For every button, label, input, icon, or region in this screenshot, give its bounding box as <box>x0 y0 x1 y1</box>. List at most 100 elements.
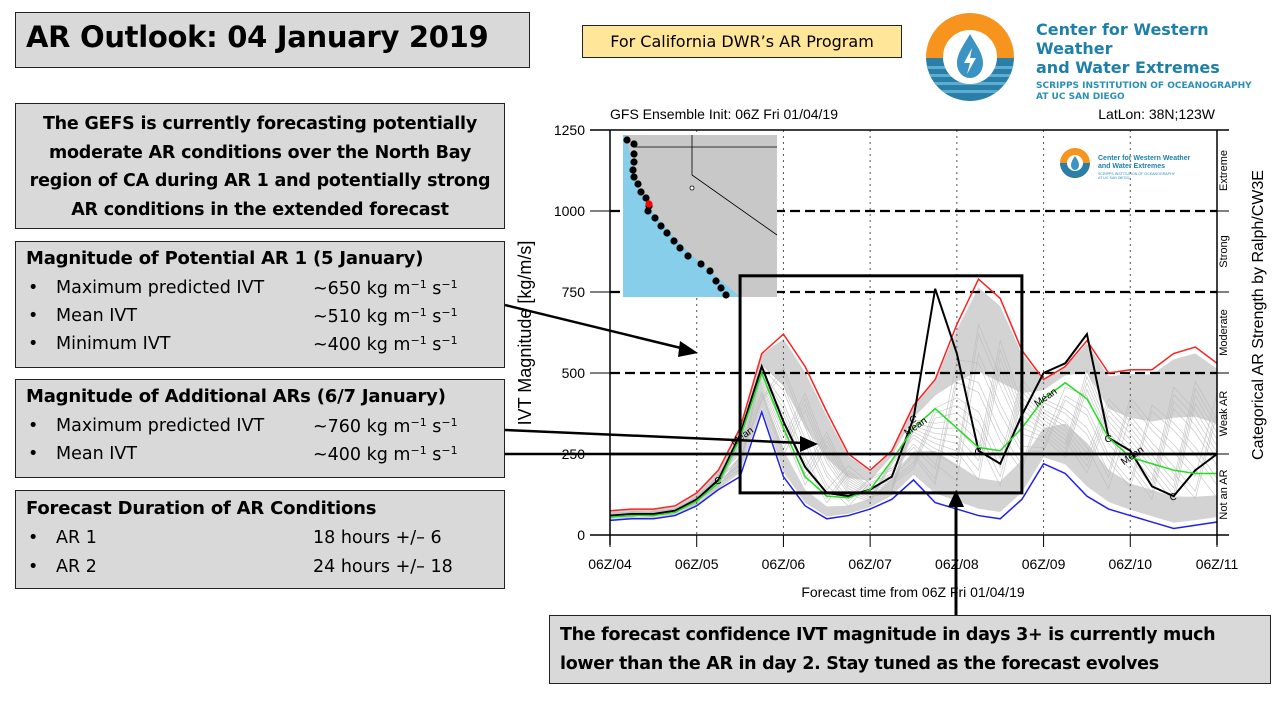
forecast-point <box>629 166 637 174</box>
y-tick-label: 500 <box>562 365 586 381</box>
x-tick-label: 06Z/05 <box>675 556 719 572</box>
y-tick-label: 0 <box>577 527 585 543</box>
y-axis-label: IVT Magnitude [kg/m/s] <box>515 241 535 426</box>
series-line-mean <box>609 370 1217 518</box>
forecast-point <box>676 244 684 252</box>
confidence-note-box: The forecast confidence IVT magnitude in… <box>549 615 1271 684</box>
forecast-point <box>630 140 638 148</box>
row-label: Maximum predicted IVT <box>56 278 265 298</box>
row-label: AR 2 <box>56 557 97 577</box>
bullet-icon: • <box>28 444 39 464</box>
forecast-point <box>712 277 720 285</box>
row-label: Mean IVT <box>56 444 138 464</box>
forecast-point <box>722 291 730 299</box>
duration-box: Forecast Duration of AR Conditions • AR … <box>15 490 505 589</box>
ivt-chart: GFS Ensemble Init: 06Z Fri 01/04/19 LatL… <box>504 106 1267 615</box>
mini-cw3e-logo-icon: Center for Western Weather and Water Ext… <box>1060 148 1191 180</box>
ensemble-member-line <box>609 339 1218 519</box>
program-label: For California DWR’s AR Program <box>610 32 874 51</box>
forecast-point <box>630 173 638 181</box>
control-label: C <box>714 476 721 487</box>
title-box: AR Outlook: 04 January 2019 <box>15 12 530 68</box>
cw3e-logo-text: Center for Western Weather and Water Ext… <box>1036 20 1280 103</box>
summary-box: The GEFS is currently forecasting potent… <box>15 103 505 229</box>
row-value: ~400 kg m−1 s−1 <box>313 444 458 465</box>
ensemble-member-line <box>609 375 1218 518</box>
x-tick-label: 06Z/11 <box>1196 556 1239 572</box>
mini-logo-line1: Center for Western Weather <box>1098 155 1191 162</box>
chart-title: GFS Ensemble Init: 06Z Fri 01/04/19 <box>610 106 838 122</box>
category-label: Not an AR <box>1218 469 1230 519</box>
duration-heading: Forecast Duration of AR Conditions <box>26 498 377 519</box>
category-label: Moderate <box>1218 309 1230 355</box>
arrow-confidence-head <box>948 490 964 507</box>
mean-label: Mean <box>1119 445 1146 468</box>
control-label: C <box>910 414 917 425</box>
logo-name-line1: Center for Western Weather <box>1036 20 1209 58</box>
summary-text: The GEFS is currently forecasting potent… <box>29 114 491 220</box>
logo-sub-line1: SCRIPPS INSTITUTION OF OCEANOGRAPHY <box>1036 81 1252 91</box>
forecast-point <box>630 150 638 158</box>
inset-map <box>623 135 778 299</box>
logo-sub-line2: AT UC SAN DIEGO <box>1036 92 1125 102</box>
row-label: AR 1 <box>56 528 97 548</box>
list-item: • Mean IVT ~510 kg m−1 s−1 <box>26 306 496 332</box>
bullet-icon: • <box>28 278 39 298</box>
arrow-ar2-line <box>504 428 804 445</box>
logo-name-line2: and Water Extremes <box>1036 58 1220 77</box>
y-tick-label: 750 <box>562 284 586 300</box>
mini-logo-line3: SCRIPPS INSTITUTION OF OCEANOGRAPHY <box>1098 172 1176 176</box>
forecast-point <box>634 180 642 188</box>
list-item: • Maximum predicted IVT ~760 kg m−1 s−1 <box>26 416 496 442</box>
forecast-point <box>706 267 714 275</box>
row-value: ~400 kg m−1 s−1 <box>313 334 458 355</box>
bullet-icon: • <box>28 528 39 548</box>
inset-ocean <box>623 135 740 297</box>
list-item: • Maximum predicted IVT ~650 kg m−1 s−1 <box>26 278 496 304</box>
bullet-icon: • <box>28 306 39 326</box>
row-label: Mean IVT <box>56 306 138 326</box>
row-value: ~650 kg m−1 s−1 <box>313 278 458 299</box>
forecast-point <box>651 214 659 222</box>
list-item: • Minimum IVT ~400 kg m−1 s−1 <box>26 334 496 360</box>
category-label: Strong <box>1218 235 1230 267</box>
x-tick-label: 06Z/04 <box>588 556 632 572</box>
control-label: C <box>975 447 982 458</box>
cw3e-logo-icon <box>926 13 1014 101</box>
series-line-max <box>609 277 1218 512</box>
bullet-icon: • <box>28 334 39 354</box>
forecast-point <box>697 260 705 268</box>
row-value: 18 hours +/– 6 <box>313 528 442 548</box>
forecast-point <box>717 284 725 292</box>
mini-logo-line2: and Water Extremes <box>1098 163 1165 170</box>
row-value: ~760 kg m−1 s−1 <box>313 416 458 437</box>
arrow-ar1-line <box>504 303 686 351</box>
mini-logo-line4: AT UC SAN DIEGO <box>1098 176 1130 180</box>
arrow-ar2-head <box>800 436 818 452</box>
ensemble-member-line <box>609 352 1218 516</box>
row-label: Minimum IVT <box>56 334 171 354</box>
forecast-point <box>637 188 645 196</box>
ar1-magnitude-box: Magnitude of Potential AR 1 (5 January) … <box>15 241 505 368</box>
ar1-heading: Magnitude of Potential AR 1 (5 January) <box>26 248 424 269</box>
list-item: • AR 1 18 hours +/– 6 <box>26 528 496 554</box>
control-label: C <box>1170 492 1177 503</box>
series-line-control <box>609 288 1218 517</box>
row-value: 24 hours +/– 18 <box>313 557 453 577</box>
selected-forecast-point <box>645 200 653 208</box>
bullet-icon: • <box>28 557 39 577</box>
forecast-point <box>623 136 631 144</box>
right-axis-label: Categorical AR Strength by Ralph/CW3E <box>1250 170 1267 460</box>
x-axis-label: Forecast time from 06Z Fri 01/04/19 <box>801 584 1025 600</box>
x-tick-label: 06Z/09 <box>1022 556 1066 572</box>
chart-location: LatLon: 38N;123W <box>1098 106 1216 122</box>
state-border <box>691 135 778 236</box>
ar2-highlight-box <box>738 274 1024 495</box>
category-label: Extreme <box>1218 150 1230 191</box>
additional-ars-box: Magnitude of Additional ARs (6/7 January… <box>15 379 505 478</box>
forecast-point <box>663 229 671 237</box>
forecast-point <box>630 158 638 166</box>
row-value: ~510 kg m−1 s−1 <box>313 306 458 327</box>
forecast-point <box>684 252 692 260</box>
